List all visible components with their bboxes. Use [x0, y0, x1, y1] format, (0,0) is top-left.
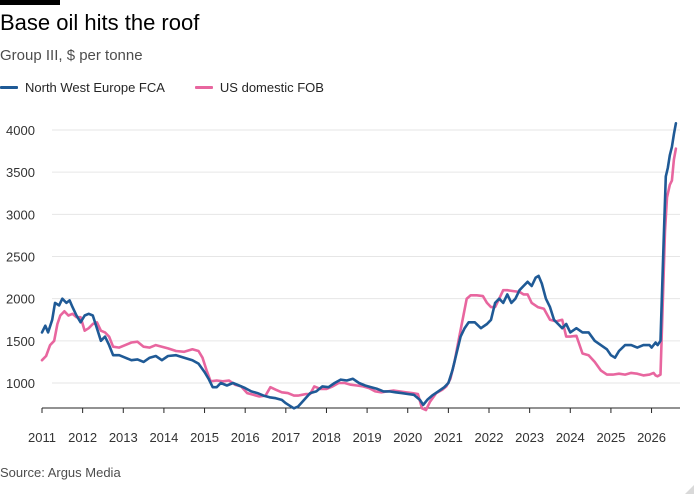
x-tick-label: 2026	[637, 430, 666, 445]
y-tick-label: 4000	[6, 123, 35, 138]
y-tick-label: 3500	[6, 165, 35, 180]
x-tick-label: 2015	[190, 430, 219, 445]
chart-subtitle: Group III, $ per tonne	[0, 47, 143, 64]
series-line-nwe	[40, 122, 678, 410]
x-tick-label: 2019	[353, 430, 382, 445]
x-tick-label: 2012	[68, 430, 97, 445]
legend-label-nwe: North West Europe FCA	[25, 80, 165, 95]
y-tick-label: 2500	[6, 250, 35, 265]
legend-swatch-nwe	[0, 86, 18, 89]
x-tick-label: 2013	[109, 430, 138, 445]
source-note: Source: Argus Media	[0, 465, 121, 480]
x-tick-label: 2014	[149, 430, 178, 445]
legend-item-us: US domestic FOB	[194, 80, 324, 95]
x-tick-label: 2024	[556, 430, 585, 445]
x-tick-label: 2017	[271, 430, 300, 445]
x-tick-label: 2016	[231, 430, 260, 445]
legend-item-nwe: North West Europe FCA	[0, 80, 165, 95]
y-tick-label: 1000	[6, 376, 35, 391]
y-tick-label: 1500	[6, 334, 35, 349]
x-tick-label: 2021	[434, 430, 463, 445]
chart-legend: North West Europe FCA US domestic FOB	[0, 80, 354, 95]
legend-label-us: US domestic FOB	[219, 80, 324, 95]
series-line-us	[40, 147, 678, 412]
legend-swatch-us	[194, 86, 213, 89]
y-tick-label: 2000	[6, 292, 35, 307]
x-tick-label: 2025	[596, 430, 625, 445]
y-tick-label: 3000	[6, 207, 35, 222]
x-tick-label: 2020	[393, 430, 422, 445]
top-accent-bar	[0, 0, 60, 5]
resize-corner-icon	[685, 485, 694, 494]
x-tick-label: 2011	[28, 430, 56, 445]
x-tick-label: 2023	[515, 430, 544, 445]
x-tick-label: 2018	[312, 430, 341, 445]
chart-title: Base oil hits the roof	[0, 10, 200, 35]
x-tick-label: 2022	[475, 430, 504, 445]
